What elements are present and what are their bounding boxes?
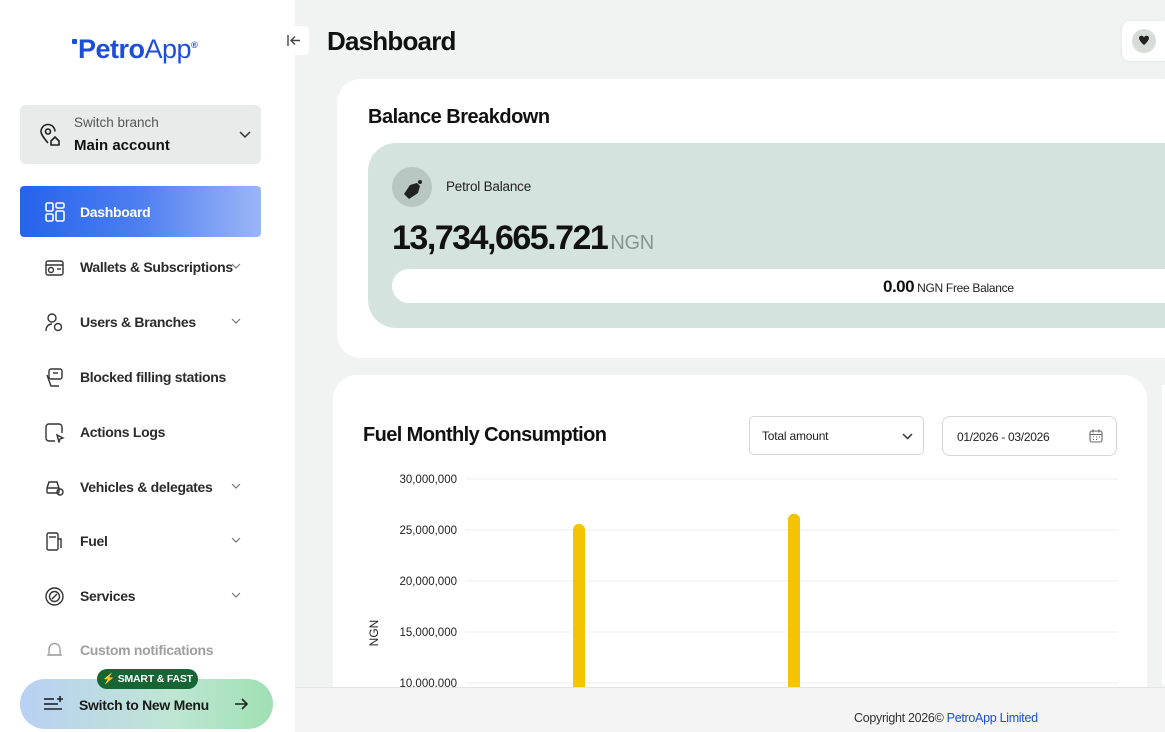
sidebar-item-label: Blocked filling stations — [80, 369, 227, 385]
branch-switcher[interactable]: Switch branch Main account — [20, 105, 261, 164]
chevron-down-icon — [902, 433, 913, 440]
branch-value: Main account — [74, 137, 170, 154]
footer: Copyright 2026© PetroApp Limited — [295, 687, 1165, 732]
petrol-balance-label: Petrol Balance — [446, 179, 532, 194]
avatar — [1132, 29, 1156, 53]
fuel-consumption-card: 30,000,000 25,000,000 20,000,000 15,000,000… — [333, 375, 1147, 732]
wallet-icon — [45, 260, 64, 276]
arrow-right-icon — [235, 698, 249, 710]
station-icon — [46, 368, 63, 387]
sidebar-item-label: Actions Logs — [80, 424, 166, 440]
sidebar-item-label: Fuel — [80, 533, 108, 549]
services-icon — [45, 587, 64, 606]
y-axis-label: NGN — [367, 620, 381, 647]
sidebar-item-label: Custom notifications — [80, 642, 214, 658]
sidebar-item-fuel[interactable]: Fuel — [20, 521, 261, 561]
petrol-balance-amount: 13,734,665.721 NGN — [392, 219, 654, 257]
bell-icon — [47, 642, 62, 656]
y-tick-label: 30,000,000 — [399, 474, 457, 486]
sidebar-item-users[interactable]: Users & Branches — [20, 302, 261, 342]
calendar-icon — [1089, 429, 1103, 443]
menu-sparkle-icon — [44, 696, 63, 710]
chevron-down-icon — [231, 537, 241, 543]
y-tick-label: 25,000,000 — [399, 525, 457, 537]
logs-icon — [45, 423, 65, 443]
currency-label: NGN — [610, 232, 654, 254]
page-title: Dashboard — [327, 26, 456, 56]
branch-label: Switch branch — [74, 115, 159, 130]
sidebar-item-custom-notifications[interactable]: Custom notifications — [20, 630, 261, 670]
vehicle-icon — [46, 481, 64, 496]
collapse-left-icon — [287, 35, 300, 46]
chevron-down-icon — [231, 263, 241, 269]
sidebar-item-dashboard[interactable]: Dashboard — [20, 186, 261, 237]
amount-type-select[interactable]: Total amount — [749, 416, 924, 455]
sidebar-item-services[interactable]: Services — [20, 576, 261, 616]
chevron-down-icon — [231, 483, 241, 489]
sidebar-item-label: Wallets & Subscriptions — [80, 259, 233, 275]
date-range-picker[interactable]: 01/2026 - 03/2026 — [942, 416, 1117, 456]
free-balance-bar: 0.00 NGN Free Balance — [392, 269, 1165, 303]
users-icon — [45, 313, 63, 332]
sidebar-item-label: Vehicles & delegates — [80, 479, 213, 495]
copyright-text: Copyright 2026© PetroApp Limited — [854, 711, 1038, 725]
switch-new-menu-label: Switch to New Menu — [79, 697, 209, 713]
dashboard-grid-icon — [45, 202, 65, 222]
petroapp-logo[interactable]: PetroApp® — [72, 34, 198, 65]
company-link[interactable]: PetroApp Limited — [946, 711, 1038, 725]
sidebar-item-label: Users & Branches — [80, 314, 196, 330]
sidebar-item-actions-logs[interactable]: Actions Logs — [20, 412, 261, 452]
free-balance-text: 0.00 NGN Free Balance — [883, 277, 1014, 296]
sidebar-item-vehicles[interactable]: Vehicles & delegates — [20, 467, 261, 507]
sidebar-item-label: Services — [80, 588, 136, 604]
y-tick-label: 20,000,000 — [399, 576, 457, 588]
collapse-sidebar-button[interactable] — [280, 26, 309, 55]
chevron-down-icon — [231, 318, 241, 324]
bar — [573, 523, 585, 695]
sidebar: PetroApp® Switch branch Main account Das… — [0, 0, 295, 732]
profile-button[interactable] — [1122, 21, 1165, 61]
brand-avatar-icon — [1139, 35, 1149, 45]
right-panel-edge — [1162, 385, 1165, 685]
sidebar-item-blocked-stations[interactable]: Blocked filling stations — [20, 357, 261, 397]
bar — [788, 513, 800, 695]
chart-title: Fuel Monthly Consumption — [363, 424, 607, 446]
sidebar-item-label: Dashboard — [80, 204, 151, 220]
pump-nozzle-icon — [392, 167, 432, 207]
chevron-down-icon — [231, 592, 241, 598]
balance-card: Balance Breakdown Petrol Balance 13,734,… — [337, 79, 1165, 358]
petrol-balance-box: Petrol Balance 13,734,665.721 NGN 0.00 NG… — [368, 143, 1165, 328]
location-pin-icon — [40, 123, 60, 146]
y-tick-label: 15,000,000 — [399, 627, 457, 639]
smart-fast-badge: ⚡ SMART & FAST — [97, 669, 198, 689]
date-range-value: 01/2026 - 03/2026 — [957, 430, 1050, 444]
select-value: Total amount — [762, 429, 829, 443]
sidebar-item-wallets[interactable]: Wallets & Subscriptions — [20, 247, 261, 287]
balance-title: Balance Breakdown — [368, 106, 550, 128]
fuel-icon — [46, 532, 62, 551]
chevron-down-icon — [239, 131, 251, 139]
